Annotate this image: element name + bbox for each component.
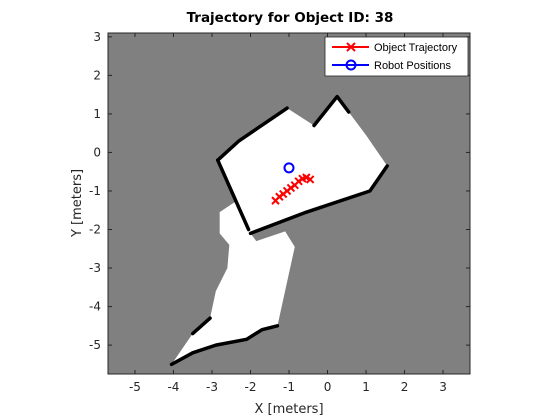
legend-robot-label: Robot Positions (374, 60, 452, 72)
x-tick-label: 2 (401, 380, 409, 394)
x-tick-label: -3 (206, 380, 218, 394)
robot-position-point (283, 162, 295, 174)
legend: Object Trajectory Robot Positions (324, 36, 469, 77)
x-tick-label: 0 (324, 380, 332, 394)
legend-trajectory-marker (346, 42, 356, 52)
y-tick-label: -4 (89, 300, 101, 314)
y-tick-label: -5 (89, 338, 101, 352)
map-wall (190, 316, 212, 336)
y-axis-label: Y [meters] (70, 169, 85, 238)
occupancy-map (169, 94, 389, 367)
series-layer (271, 162, 315, 205)
x-tick-label: 3 (439, 380, 447, 394)
map-wall (216, 106, 289, 162)
map-wall (169, 324, 280, 367)
y-tick-label: -3 (89, 261, 101, 275)
y-tick-label: 0 (93, 145, 101, 159)
map-wall (312, 94, 351, 128)
y-tick-label: 2 (93, 68, 101, 82)
y-tick-label: -2 (89, 223, 101, 237)
y-tick-label: 3 (93, 30, 101, 44)
y-tick-label: 1 (93, 107, 101, 121)
axis-ticks: -5 -4 -3 -2 -1 0 1 2 3 -5 -4 -3 -2 -1 0 1 2 3 (89, 30, 470, 394)
x-tick-label: -1 (283, 380, 295, 394)
x-tick-label: -2 (245, 380, 257, 394)
x-tick-label: -5 (129, 380, 141, 394)
x-tick-label: -4 (167, 380, 179, 394)
trajectory-point (305, 175, 315, 184)
x-tick-label: 1 (362, 380, 370, 394)
x-axis-label: X [meters] (254, 402, 323, 417)
map-wall (248, 164, 389, 236)
map-free-region (171, 200, 295, 365)
legend-trajectory-label: Object Trajectory (374, 42, 458, 54)
y-tick-label: -1 (89, 184, 101, 198)
map-wall (216, 158, 251, 232)
chart-title: Trajectory for Object ID: 38 (187, 10, 394, 26)
